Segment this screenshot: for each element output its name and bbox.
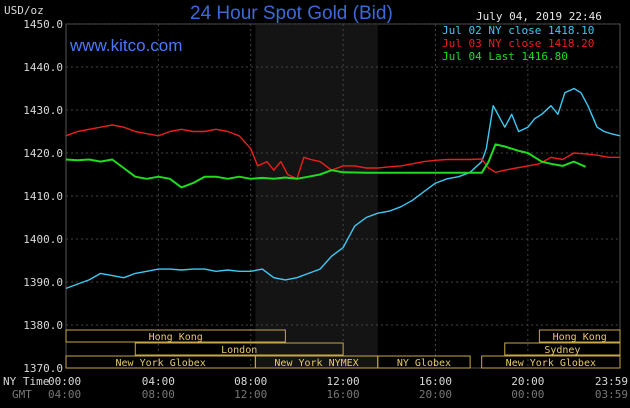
- session-label: New York Globex: [116, 358, 206, 369]
- y-tick-label: 1370.0: [23, 362, 63, 375]
- y-tick-label: 1390.0: [23, 276, 63, 289]
- x-tick-label-gmt: 16:00: [327, 388, 360, 401]
- price-series: [65, 87, 621, 290]
- x-tick-label-ny: 08:00: [234, 375, 267, 388]
- x-tick-label-ny: 16:00: [419, 375, 452, 388]
- y-tick-label: 1380.0: [23, 319, 63, 332]
- chart-date: July 04, 2019 22:46: [476, 10, 602, 23]
- x-tick-label-ny: 00:00: [48, 375, 81, 388]
- series-line-2: [65, 143, 587, 189]
- x-tick-label-gmt: 00:00: [511, 388, 544, 401]
- legend-series-jul02: Jul 02 NY close 1418.10: [442, 24, 594, 37]
- brand-watermark: www.kitco.com: [69, 36, 182, 55]
- session-label: Hong Kong: [553, 332, 607, 343]
- market-sessions: Hong Kong Hong Kong London Sydney New York G…: [65, 329, 621, 369]
- y-tick-label: 1430.0: [23, 104, 63, 117]
- legend-series-jul03: Jul 03 NY close 1418.20: [442, 37, 594, 50]
- x-tick-labels: 00:0004:0004:0008:0008:0012:0012:0016:00…: [48, 375, 628, 401]
- y-tick-label: 1440.0: [23, 61, 63, 74]
- session-label: Sydney: [544, 345, 580, 356]
- y-unit-label: USD/oz: [4, 4, 44, 17]
- y-tick-labels: 1370.0 1380.0 1390.0 1400.0 1410.0 1420.0 1430…: [23, 18, 63, 375]
- y-tick-label: 1400.0: [23, 233, 63, 246]
- x-tick-label-ny: 20:00: [511, 375, 544, 388]
- session-box: [481, 355, 621, 369]
- x-tick-label-gmt: 03:59: [595, 388, 628, 401]
- ny-time-label: NY Time: [3, 375, 49, 388]
- y-tick-label: 1410.0: [23, 190, 63, 203]
- session-label: New York NYMEX: [274, 358, 358, 369]
- x-tick-label-ny: 04:00: [142, 375, 175, 388]
- session-box: [504, 342, 621, 356]
- session-box: [65, 329, 286, 343]
- chart-title: 24 Hour Spot Gold (Bid): [190, 3, 393, 24]
- x-tick-label-gmt: 12:00: [234, 388, 267, 401]
- session-box: [377, 355, 471, 369]
- x-tick-label-ny: 23:59: [595, 375, 628, 388]
- legend: Jul 02 NY close 1418.10 Jul 03 NY close …: [442, 24, 594, 63]
- y-tick-label: 1420.0: [23, 147, 63, 160]
- session-box: [538, 329, 621, 343]
- x-tick-label-gmt: 20:00: [419, 388, 452, 401]
- session-label: Hong Kong: [149, 332, 203, 343]
- legend-series-jul04: Jul 04 Last 1416.80: [442, 50, 568, 63]
- session-label: New York Globex: [506, 358, 596, 369]
- session-box: [134, 342, 344, 356]
- x-tick-label-gmt: 04:00: [48, 388, 81, 401]
- gmt-label: GMT: [12, 388, 32, 401]
- y-tick-label: 1450.0: [23, 18, 63, 31]
- x-tick-label-gmt: 08:00: [142, 388, 175, 401]
- session-label: NY Globex: [397, 358, 451, 369]
- series-line-0: [65, 87, 621, 290]
- session-label: London: [221, 345, 257, 356]
- x-tick-label-ny: 12:00: [327, 375, 360, 388]
